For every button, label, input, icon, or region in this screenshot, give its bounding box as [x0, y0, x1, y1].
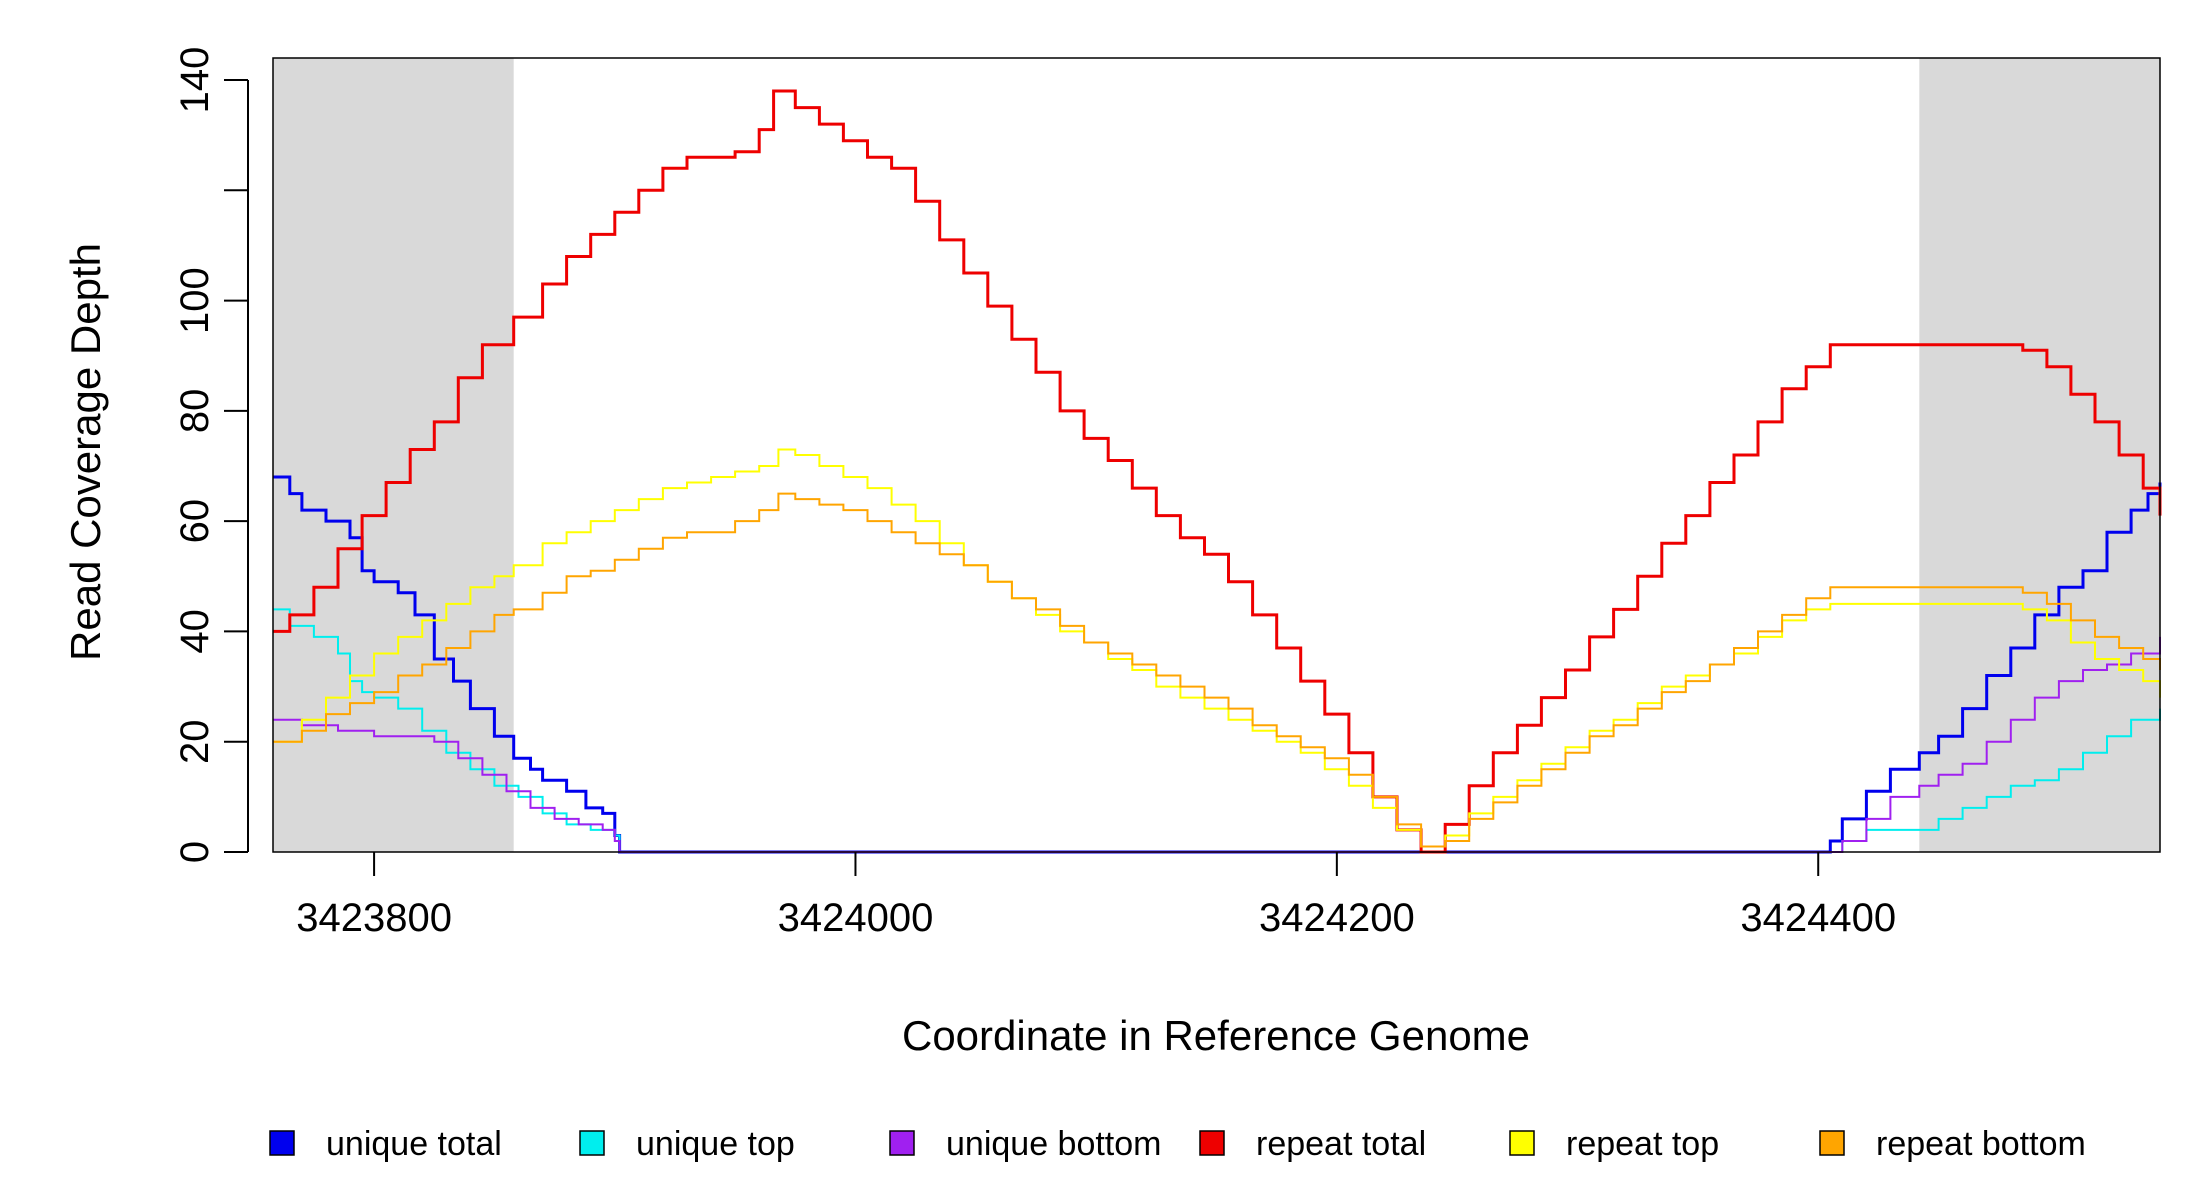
- legend-label-3: repeat total: [1256, 1125, 1426, 1163]
- x-tick-label-3: 3424400: [1740, 896, 1896, 940]
- y-axis-label: Read Coverage Depth: [62, 243, 109, 661]
- legend-swatch-0: [269, 1130, 295, 1156]
- y-tick-label-5: 100: [173, 267, 217, 334]
- y-tick-label-3: 60: [173, 499, 217, 544]
- series-line-repeat-bottom: [273, 492, 2161, 848]
- y-tick-label-4: 80: [173, 389, 217, 434]
- legend-label-2: unique bottom: [946, 1125, 1162, 1163]
- x-tick-label-1: 3424000: [778, 896, 934, 940]
- y-axis: 0 20 40 60 80 100 140: [173, 47, 249, 863]
- legend-label-4: repeat top: [1566, 1125, 1719, 1163]
- shaded-region-0: [273, 58, 514, 852]
- legend-swatch-2: [889, 1130, 915, 1156]
- x-axis-label: Coordinate in Reference Genome: [902, 1012, 1530, 1059]
- x-tick-label-2: 3424200: [1259, 896, 1415, 940]
- series-line-unique-total: [273, 475, 2162, 854]
- legend-label-5: repeat bottom: [1876, 1125, 2086, 1163]
- series-line-unique-top: [273, 608, 2161, 853]
- shaded-regions: [273, 58, 2160, 852]
- legend: unique total unique top unique bottom repea…: [269, 1125, 2086, 1163]
- legend-swatch-4: [1509, 1130, 1535, 1156]
- series-line-repeat-top: [273, 448, 2161, 848]
- legend-label-1: unique top: [636, 1125, 795, 1163]
- legend-label-0: unique total: [326, 1125, 502, 1163]
- plot-frame: [272, 57, 2161, 853]
- legend-swatch-1: [579, 1130, 605, 1156]
- series-line-repeat-total: [273, 89, 2162, 854]
- x-tick-label-0: 3423800: [296, 896, 452, 940]
- y-tick-label-2: 40: [173, 609, 217, 654]
- y-tick-label-1: 20: [173, 719, 217, 764]
- y-tick-label-0: 0: [173, 841, 217, 863]
- legend-swatch-3: [1199, 1130, 1225, 1156]
- legend-swatch-5: [1819, 1130, 1845, 1156]
- x-axis: 3423800 3424000 3424200 3424400: [296, 852, 1896, 940]
- series-lines: [273, 89, 2162, 854]
- y-tick-label-7: 140: [173, 47, 217, 114]
- series-line-unique-bottom: [273, 636, 2161, 853]
